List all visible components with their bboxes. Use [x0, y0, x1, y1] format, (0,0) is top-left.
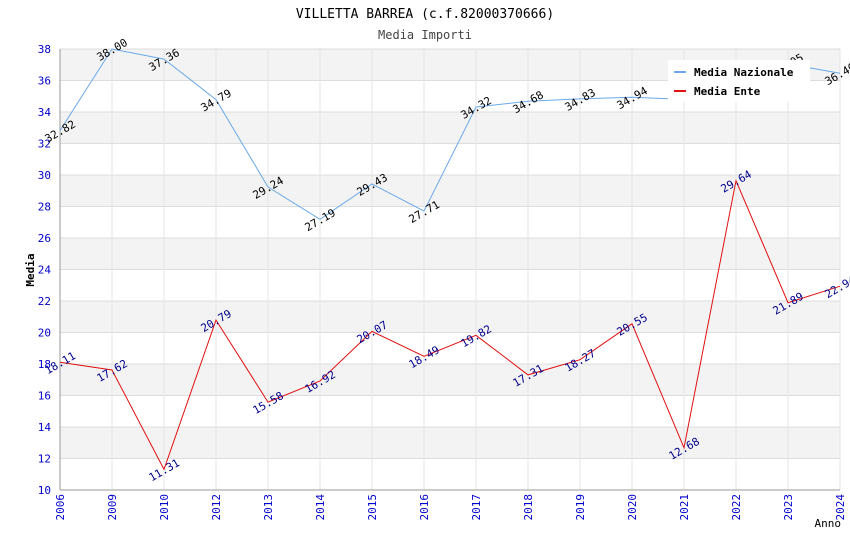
x-tick-label: 2017 [470, 494, 483, 521]
x-tick-label: 2006 [54, 494, 67, 521]
x-tick-label: 2013 [262, 494, 275, 521]
x-tick-label: 2019 [574, 494, 587, 521]
y-tick-label: 32 [38, 138, 51, 151]
legend-label: Media Ente [694, 85, 761, 98]
chart-title: VILLETTA BARREA (c.f.82000370666) [296, 7, 554, 22]
y-tick-label: 38 [38, 43, 51, 56]
x-tick-label: 2020 [626, 494, 639, 521]
x-axis-ticks: 2006 2009 2010 2012 2013 2014 2015 2016 2017 2018… [54, 494, 847, 521]
chart-subtitle: Media Importi [378, 28, 472, 42]
y-tick-label: 30 [38, 169, 51, 182]
y-tick-label: 18 [38, 358, 51, 371]
x-tick-label: 2010 [158, 494, 171, 521]
x-tick-label: 2018 [522, 494, 535, 521]
x-axis-label: Anno [815, 517, 842, 530]
grid-band [60, 206, 840, 238]
y-tick-label: 26 [38, 232, 51, 245]
x-tick-label: 2021 [678, 494, 691, 521]
grid-band [60, 112, 840, 144]
grid-band [60, 269, 840, 301]
x-tick-label: 2024 [834, 494, 847, 521]
x-tick-label: 2012 [210, 494, 223, 521]
y-tick-label: 14 [38, 421, 52, 434]
legend-box [668, 60, 810, 102]
y-tick-label: 34 [38, 106, 52, 119]
grid-band [60, 301, 840, 333]
grid-band [60, 364, 840, 396]
x-tick-label: 2014 [314, 494, 327, 521]
x-tick-label: 2015 [366, 494, 379, 521]
y-tick-label: 16 [38, 390, 51, 403]
x-tick-label: 2009 [106, 494, 119, 521]
y-tick-label: 12 [38, 453, 51, 466]
grid-band [60, 332, 840, 364]
grid-band [60, 427, 840, 459]
grid-band [60, 395, 840, 427]
legend-label: Media Nazionale [694, 66, 794, 79]
y-tick-label: 36 [38, 75, 51, 88]
y-tick-label: 20 [38, 327, 51, 340]
grid-band [60, 238, 840, 270]
y-tick-label: 22 [38, 295, 51, 308]
grid-band [60, 175, 840, 207]
x-tick-label: 2016 [418, 494, 431, 521]
y-tick-label: 10 [38, 484, 51, 497]
y-tick-label: 28 [38, 201, 51, 214]
x-tick-label: 2022 [730, 494, 743, 521]
x-tick-label: 2023 [782, 494, 795, 521]
legend: Media Nazionale Media Ente [668, 60, 810, 102]
y-tick-label: 24 [38, 264, 52, 277]
y-axis-ticks: 10 12 14 16 18 20 22 24 26 28 30 32 34 36 38 [38, 43, 52, 497]
grid-band [60, 458, 840, 490]
series-line-1 [59, 179, 841, 471]
grid-bands [60, 49, 840, 490]
y-axis-label: Media [24, 253, 37, 286]
